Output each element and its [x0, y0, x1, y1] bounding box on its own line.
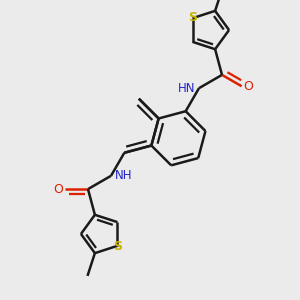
- Text: S: S: [188, 11, 197, 24]
- Text: O: O: [244, 80, 254, 93]
- Text: HN: HN: [178, 82, 195, 95]
- Text: O: O: [53, 183, 63, 196]
- Text: S: S: [113, 240, 122, 253]
- Text: NH: NH: [115, 169, 133, 182]
